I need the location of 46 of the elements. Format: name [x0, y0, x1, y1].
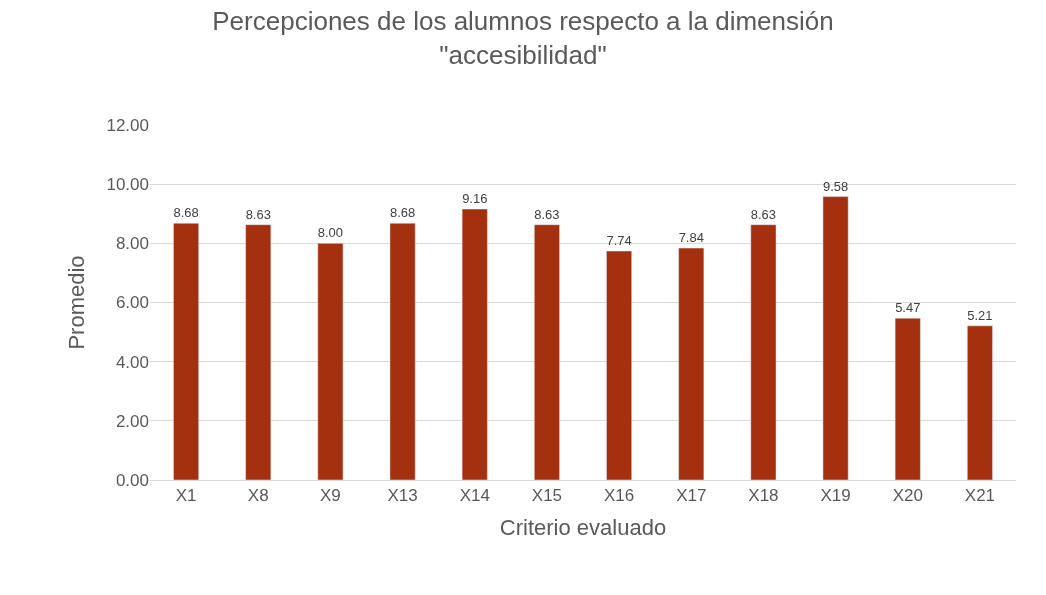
chart-title: Percepciones de los alumnos respecto a la dimensión "accesibilidad" [212, 5, 834, 70]
bar [967, 325, 993, 480]
bar [389, 222, 416, 480]
data-label: 8.63 [534, 206, 560, 222]
data-label: 8.68 [389, 205, 416, 221]
data-label: 8.68 [173, 205, 199, 221]
data-label: 8.63 [245, 206, 271, 222]
y-tick-label: 10.00 [106, 175, 149, 195]
y-tick-label: 6.00 [115, 293, 149, 313]
bar [461, 208, 488, 480]
y-axis-title: Promedio [64, 255, 90, 350]
bar [534, 224, 560, 480]
bar [822, 196, 849, 480]
x-tick-label: X19 [820, 486, 851, 506]
bar [750, 224, 777, 480]
bar [678, 247, 705, 480]
y-tick-label: 12.00 [106, 115, 149, 135]
x-axis-title: Criterio evaluado [499, 515, 667, 541]
bar [245, 224, 272, 480]
x-tick-label: X18 [748, 486, 779, 506]
x-tick-label: X21 [964, 486, 996, 506]
data-label: 8.00 [317, 225, 344, 241]
bar [317, 243, 344, 480]
data-label: 5.47 [895, 300, 921, 316]
x-tick-label: X13 [387, 486, 418, 506]
data-label: 9.58 [822, 178, 849, 194]
y-tick-label: 8.00 [115, 234, 149, 254]
x-tick-label: X15 [531, 486, 563, 506]
y-tick-label: 0.00 [115, 470, 149, 490]
x-tick-label: X17 [676, 486, 707, 506]
y-tick-label: 4.00 [115, 352, 149, 372]
data-label: 9.16 [462, 190, 488, 206]
data-label: 7.84 [678, 230, 704, 246]
data-label: 8.63 [750, 206, 777, 222]
x-tick-label: X1 [175, 486, 197, 506]
x-tick-label: X8 [247, 486, 269, 506]
bar [606, 250, 632, 480]
x-tick-label: X9 [320, 486, 341, 506]
x-tick-label: X16 [603, 486, 635, 506]
data-label: 5.21 [967, 307, 993, 323]
y-tick-label: 2.00 [115, 411, 149, 431]
bar [173, 222, 199, 480]
data-label: 7.74 [606, 232, 632, 248]
bar [894, 317, 921, 480]
x-tick-label: X20 [892, 486, 923, 506]
x-tick-label: X14 [459, 486, 490, 506]
